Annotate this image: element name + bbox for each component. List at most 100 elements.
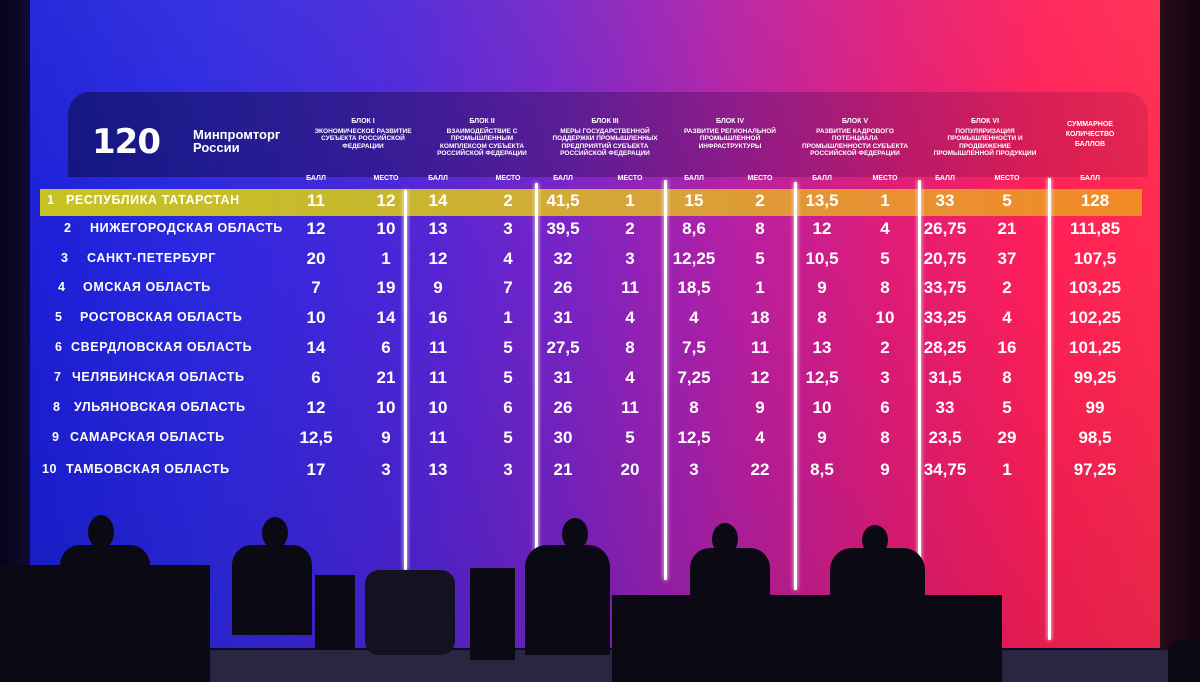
block-title: БЛОК II <box>469 118 495 125</box>
place-subheader: МЕСТО <box>617 175 643 182</box>
place-cell: 6 <box>381 338 391 357</box>
score-cell: 10,5 <box>805 249 839 268</box>
block-description: Популяризация промышленности и продвижен… <box>933 127 1037 158</box>
row-region-name: СВЕРДЛОВСКАЯ ОБЛАСТЬ <box>71 340 253 354</box>
total-cell: 128 <box>1080 191 1110 210</box>
place-cell: 5 <box>1002 191 1012 210</box>
place-cell: 20 <box>620 460 640 479</box>
place-cell: 5 <box>503 368 513 387</box>
row-rank: 2 <box>64 221 72 235</box>
score-subheader: БАЛЛ <box>684 175 704 182</box>
place-subheader: МЕСТО <box>373 175 399 182</box>
side-table <box>470 568 515 660</box>
total-cell: 111,85 <box>1069 219 1121 238</box>
score-cell: 20 <box>306 249 326 268</box>
place-cell: 1 <box>381 249 391 268</box>
score-cell: 8 <box>817 308 827 327</box>
score-cell: 31,5 <box>928 368 962 387</box>
score-cell: 14 <box>428 191 448 210</box>
score-cell: 3 <box>689 460 699 479</box>
score-cell: 41,5 <box>546 191 580 210</box>
score-cell: 34,75 <box>923 460 967 479</box>
place-cell: 19 <box>376 278 396 297</box>
place-cell: 10 <box>376 219 396 238</box>
place-subheader: МЕСТО <box>872 175 898 182</box>
place-cell: 1 <box>625 191 635 210</box>
score-cell: 4 <box>689 308 699 327</box>
score-cell: 12 <box>428 249 448 268</box>
score-cell: 11 <box>307 191 325 210</box>
row-region-name: НИЖЕГОРОДСКАЯ ОБЛАСТЬ <box>90 221 283 235</box>
place-cell: 5 <box>503 338 513 357</box>
total-cell: 99 <box>1085 398 1105 417</box>
place-cell: 12 <box>750 368 770 387</box>
score-cell: 9 <box>433 278 443 297</box>
score-cell: 28,25 <box>923 338 967 357</box>
place-subheader: МЕСТО <box>994 175 1020 182</box>
top-row-highlight <box>40 189 1142 216</box>
place-cell: 12 <box>376 191 396 210</box>
place-cell: 2 <box>1002 278 1012 297</box>
logo-number: 120 <box>92 122 161 162</box>
score-subheader: БАЛЛ <box>428 175 448 182</box>
score-cell: 8,6 <box>682 219 706 238</box>
place-cell: 2 <box>880 338 890 357</box>
place-cell: 3 <box>503 219 513 238</box>
place-cell: 22 <box>750 460 770 479</box>
score-cell: 7 <box>311 278 321 297</box>
block-header: БЛОК VI Популяризация промышленности и пр… <box>930 118 1040 158</box>
row-rank: 3 <box>61 251 69 265</box>
armchair <box>365 570 455 655</box>
row-rank: 4 <box>58 280 66 294</box>
block-header: БЛОК I Экономическое развитие субъекта Ро… <box>308 118 418 150</box>
score-cell: 10 <box>428 398 448 417</box>
place-cell: 2 <box>625 219 635 238</box>
place-cell: 8 <box>625 338 635 357</box>
row-rank: 9 <box>52 430 60 444</box>
right-curtain <box>1160 0 1200 682</box>
place-cell: 9 <box>755 398 765 417</box>
total-cell: 99,25 <box>1073 368 1117 387</box>
place-cell: 1 <box>880 191 890 210</box>
score-cell: 12,5 <box>677 428 711 447</box>
score-cell: 33 <box>935 191 955 210</box>
score-cell: 11 <box>429 428 447 447</box>
score-cell: 13 <box>812 338 832 357</box>
logo-text: Минпромторг России <box>193 127 281 155</box>
place-cell: 11 <box>621 398 639 417</box>
place-cell: 10 <box>875 308 895 327</box>
score-cell: 12,5 <box>805 368 839 387</box>
place-cell: 16 <box>997 338 1017 357</box>
place-cell: 8 <box>1002 368 1012 387</box>
score-cell: 20,75 <box>923 249 967 268</box>
column-divider <box>664 180 667 580</box>
place-subheader: МЕСТО <box>495 175 521 182</box>
block-description: Меры государственной поддержки промышлен… <box>552 127 658 158</box>
score-cell: 9 <box>817 428 827 447</box>
score-cell: 26,75 <box>923 219 967 238</box>
place-cell: 8 <box>880 278 890 297</box>
place-cell: 7 <box>503 278 513 297</box>
place-cell: 5 <box>625 428 635 447</box>
place-cell: 5 <box>755 249 765 268</box>
score-cell: 12 <box>306 219 326 238</box>
score-cell: 12 <box>812 219 832 238</box>
row-region-name: ОМСКАЯ ОБЛАСТЬ <box>83 280 211 294</box>
block-header: БЛОК IV Развитие региональной промышленно… <box>675 118 785 150</box>
score-cell: 16 <box>428 308 448 327</box>
place-cell: 4 <box>503 249 513 268</box>
column-divider <box>794 182 797 590</box>
stage-object-right <box>1168 640 1200 682</box>
place-cell: 4 <box>625 308 635 327</box>
place-cell: 5 <box>1002 398 1012 417</box>
place-cell: 6 <box>880 398 890 417</box>
score-cell: 11 <box>429 368 447 387</box>
row-region-name: САНКТ-ПЕТЕРБУРГ <box>87 251 217 265</box>
score-cell: 9 <box>817 278 827 297</box>
score-cell: 7,25 <box>677 368 711 387</box>
score-cell: 8,5 <box>810 460 834 479</box>
score-cell: 10 <box>306 308 326 327</box>
score-cell: 12,25 <box>672 249 716 268</box>
block-title: БЛОК IV <box>715 118 745 125</box>
